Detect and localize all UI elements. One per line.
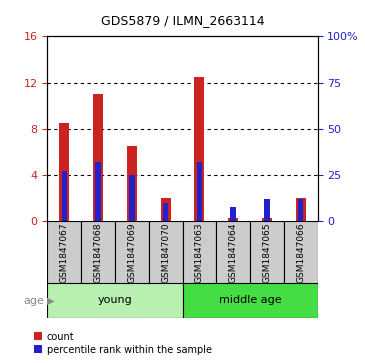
Legend: count, percentile rank within the sample: count, percentile rank within the sample [34,331,212,355]
Bar [298,199,303,221]
Bar [262,218,272,221]
Bar [250,221,284,283]
Bar [127,146,137,221]
Text: GSM1847064: GSM1847064 [228,222,238,282]
Bar [95,162,101,221]
Bar [115,221,149,283]
Text: age: age [23,295,44,306]
Bar [81,221,115,283]
Bar [161,198,171,221]
Text: GSM1847065: GSM1847065 [262,222,272,283]
Bar [62,171,67,221]
Text: ▶: ▶ [47,295,54,306]
Bar [197,162,202,221]
Text: middle age: middle age [219,295,281,305]
Bar [182,283,318,318]
Text: GSM1847070: GSM1847070 [161,222,170,283]
Bar [182,221,216,283]
Bar [163,203,168,221]
Bar [194,77,204,221]
Bar [228,218,238,221]
Bar [129,175,135,221]
Text: young: young [97,295,132,305]
Bar [149,221,182,283]
Text: GSM1847067: GSM1847067 [60,222,69,283]
Bar [230,207,236,221]
Bar [216,221,250,283]
Bar [59,123,69,221]
Text: GDS5879 / ILMN_2663114: GDS5879 / ILMN_2663114 [101,15,264,28]
Bar [264,199,270,221]
Bar [93,94,103,221]
Bar [47,283,182,318]
Text: GSM1847063: GSM1847063 [195,222,204,283]
Bar [284,221,318,283]
Text: GSM1847066: GSM1847066 [296,222,305,283]
Text: GSM1847069: GSM1847069 [127,222,137,283]
Text: GSM1847068: GSM1847068 [93,222,103,283]
Bar [47,221,81,283]
Bar [296,198,306,221]
